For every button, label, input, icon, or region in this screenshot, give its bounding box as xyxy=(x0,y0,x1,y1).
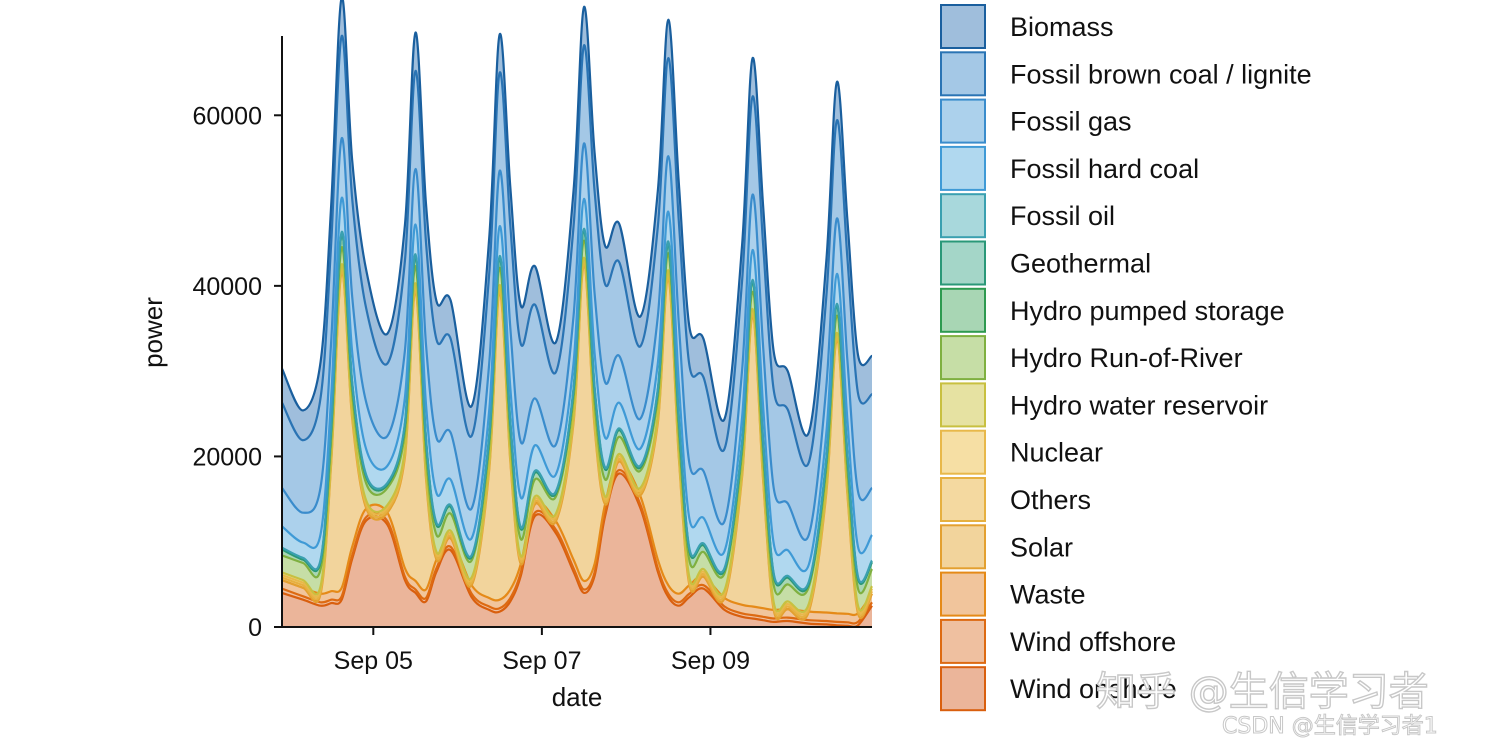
line-fossil-oil xyxy=(281,227,873,591)
legend-label-nuclear: Nuclear xyxy=(1010,438,1103,468)
x-ticks: Sep 05 Sep 07 Sep 09 xyxy=(334,627,750,675)
legend-label-fossil-gas: Fossil gas xyxy=(1010,107,1132,137)
legend-label-hydro-pumped-storage: Hydro pumped storage xyxy=(1010,296,1285,326)
series-lines xyxy=(280,0,874,628)
line-hydro-run-of-river xyxy=(281,239,873,596)
legend-label-hydro-run-of-river: Hydro Run-of-River xyxy=(1010,343,1243,373)
legend-swatch-solar xyxy=(940,524,986,570)
legend-swatch-fossil-oil xyxy=(940,193,986,239)
legend-swatch-fossil-gas xyxy=(940,98,986,144)
line-biomass xyxy=(280,0,874,437)
legend-label-wind-offshore: Wind offshore xyxy=(1010,627,1176,657)
x-tick-label: Sep 09 xyxy=(671,647,750,675)
line-fossil-gas xyxy=(281,137,873,541)
axes: 0 20000 40000 60000 Sep 05 Sep 07 Sep 09 date… xyxy=(138,36,872,712)
y-axis-title: power xyxy=(138,297,168,368)
y-tick-label: 0 xyxy=(248,614,262,642)
legend-label-fossil-oil: Fossil oil xyxy=(1010,201,1115,231)
legend-swatch-nuclear xyxy=(940,429,986,475)
legend-swatch-biomass xyxy=(940,4,986,49)
legend-label-others: Others xyxy=(1010,485,1091,515)
legend-swatch-wind-offshore xyxy=(940,618,986,664)
line-wind-onshore xyxy=(281,472,873,628)
area-waste xyxy=(282,461,872,627)
legend-label-geothermal: Geothermal xyxy=(1010,249,1151,279)
legend-swatch-hydro-pumped-storage xyxy=(940,287,986,333)
legend-swatch-hydro-water-reservoir xyxy=(940,382,986,428)
legend: Biomass Fossil brown coal / lignite Fossil… xyxy=(940,4,1312,712)
y-tick-label: 60000 xyxy=(192,102,262,130)
line-hydro-water-reservoir xyxy=(281,256,873,613)
legend-swatch-geothermal xyxy=(940,240,986,286)
legend-swatch-fossil-hard-coal xyxy=(940,145,986,191)
legend-label-solar: Solar xyxy=(1010,532,1073,562)
legend-label-waste: Waste xyxy=(1010,580,1086,610)
legend-swatch-others xyxy=(940,477,986,522)
x-tick-label: Sep 05 xyxy=(334,647,413,675)
line-wind-offshore xyxy=(281,469,873,625)
y-tick-label: 40000 xyxy=(192,273,262,301)
line-fossil-brown-coal-lignite xyxy=(281,34,874,467)
legend-swatch-fossil-brown-coal-lignite xyxy=(940,51,986,97)
watermark-sub: CSDN @生信学习者1 xyxy=(1222,714,1438,739)
legend-label-biomass: Biomass xyxy=(1010,12,1114,42)
x-axis-title: date xyxy=(552,682,603,712)
legend-label-fossil-brown-coal-lignite: Fossil brown coal / lignite xyxy=(1010,59,1312,89)
legend-label-wind-onshore: Wind onshore xyxy=(1010,674,1177,704)
watermark: 知乎 @生信学习者 CSDN @生信学习者1 xyxy=(1095,668,1438,739)
watermark-main: 知乎 @生信学习者 xyxy=(1096,669,1429,715)
y-tick-label: 20000 xyxy=(192,443,262,471)
legend-swatch-waste xyxy=(940,571,986,617)
x-tick-label: Sep 07 xyxy=(502,647,581,675)
legend-swatch-wind-onshore xyxy=(940,666,986,712)
y-ticks: 0 20000 40000 60000 xyxy=(192,102,282,642)
area-solar xyxy=(282,265,872,627)
legend-label-fossil-hard-coal: Fossil hard coal xyxy=(1010,154,1199,184)
legend-swatch-hydro-run-of-river xyxy=(940,335,986,381)
legend-label-hydro-water-reservoir: Hydro water reservoir xyxy=(1010,390,1268,420)
area-wind-onshore xyxy=(282,473,872,627)
line-fossil-hard-coal xyxy=(281,196,873,573)
